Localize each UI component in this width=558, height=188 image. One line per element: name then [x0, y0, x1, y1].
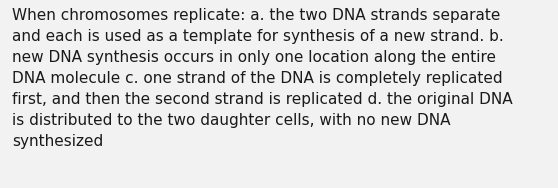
Text: When chromosomes replicate: a. the two DNA strands separate
and each is used as : When chromosomes replicate: a. the two D…: [12, 8, 513, 149]
